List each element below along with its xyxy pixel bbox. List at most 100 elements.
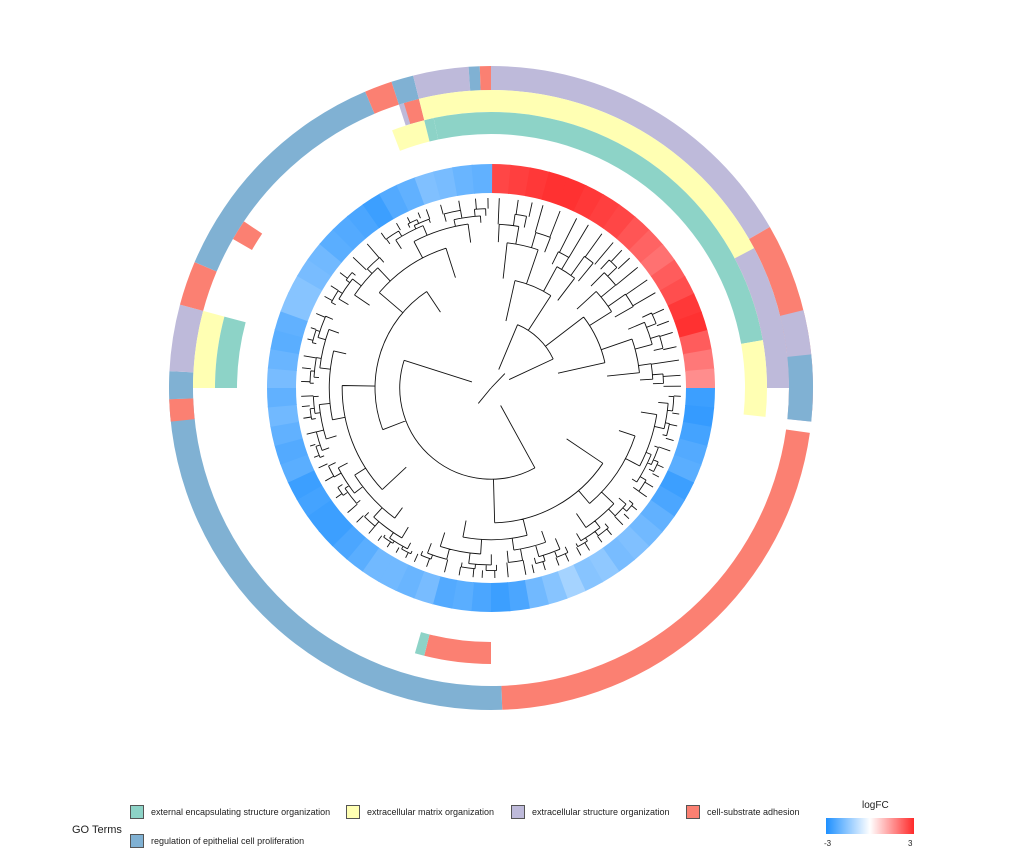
logfc-cell [267, 367, 297, 388]
logfc-cell [682, 404, 715, 429]
logfc-cell [450, 579, 475, 612]
logfc-cell [296, 484, 332, 517]
logfc-cell [650, 485, 685, 518]
go-segment-extracellular-structure-organization [491, 66, 770, 239]
go-segment-cell-substrate-adhesion [403, 98, 425, 125]
circular-heatmap-chart [168, 66, 814, 710]
logfc-min-label: -3 [824, 839, 832, 848]
logfc-cell [557, 177, 587, 212]
logfc-heatmap-ring [267, 163, 715, 612]
legend-swatch [346, 805, 360, 819]
logfc-cell [270, 420, 303, 446]
logfc-cell [572, 556, 603, 592]
logfc-cell [667, 454, 702, 484]
logfc-cell [639, 499, 675, 533]
legend-item-external-encapsulating: external encapsulating structure organiz… [130, 805, 330, 819]
go-segment-regulation-of-epithelial-cell-proliferation [169, 398, 503, 710]
logfc-cell [659, 470, 695, 502]
logfc-cell [287, 274, 323, 306]
logfc-cell [274, 437, 308, 465]
logfc-scale-title: logFC [862, 800, 889, 811]
go-segment-regulation-of-epithelial-cell-proliferation [787, 354, 813, 422]
logfc-cell [628, 229, 664, 264]
legend-label: extracellular structure organization [532, 807, 670, 817]
go-segment-external-encapsulating-structure-organization [215, 316, 246, 388]
logfc-cell [523, 576, 549, 609]
logfc-cell [650, 259, 686, 292]
go-segment-extracellular-structure-organization [169, 304, 204, 373]
logfc-cell [331, 525, 366, 560]
logfc-cell [361, 547, 394, 582]
go-segment-cell-substrate-adhesion [179, 262, 217, 311]
dendrogram-branches [301, 198, 681, 578]
go-segment-cell-substrate-adhesion [424, 634, 491, 664]
legend-item-epithelial-proliferation: regulation of epithelial cell proliferat… [130, 834, 304, 848]
legend-label: extracellular matrix organization [367, 807, 495, 817]
logfc-cell [685, 368, 715, 390]
legend-label: external encapsulating structure organiz… [151, 807, 331, 817]
go-segment-regulation-of-epithelial-cell-proliferation [468, 66, 481, 91]
logfc-cell [588, 194, 621, 229]
logfc-cell [540, 571, 568, 605]
logfc-cell [379, 184, 410, 220]
logfc-cell [297, 258, 332, 291]
go-segment-external-encapsulating-structure-organization [491, 112, 763, 344]
go-segment-extracellular-matrix-organization [418, 90, 491, 121]
go-segment-cell-substrate-adhesion [501, 429, 810, 710]
go-segment-extracellular-matrix-organization [392, 120, 430, 151]
logfc-cell [470, 582, 491, 612]
legend-swatch [130, 805, 144, 819]
go-segment-regulation-of-epithelial-cell-proliferation [168, 371, 194, 400]
go-segment-external-encapsulating-structure-organization [414, 632, 430, 656]
go-segment-cell-substrate-adhesion [479, 66, 491, 91]
logfc-cell [267, 347, 300, 372]
logfc-cell [332, 215, 367, 251]
logfc-cell [287, 469, 323, 500]
go-segment-extracellular-structure-organization [413, 66, 471, 99]
legend-item-extracellular-matrix: extracellular matrix organization [346, 805, 494, 819]
go-segment-cell-substrate-adhesion [365, 81, 399, 114]
go-segment-external-encapsulating-structure-organization [424, 118, 439, 142]
logfc-cell [683, 349, 715, 373]
dendrogram [301, 198, 681, 578]
go-segment-extracellular-matrix-organization [741, 340, 767, 417]
logfc-cell [414, 171, 442, 205]
logfc-cell [452, 164, 476, 196]
legend-item-cell-substrate-adhesion: cell-substrate adhesion [686, 805, 800, 819]
logfc-cell [685, 388, 715, 409]
logfc-cell [347, 203, 380, 239]
go-segment-extracellular-matrix-organization [193, 310, 225, 388]
logfc-cell [395, 564, 425, 599]
logfc-max-label: 3 [908, 839, 913, 848]
logfc-cell [628, 513, 663, 548]
legend-swatch [686, 805, 700, 819]
logfc-cell [267, 403, 299, 427]
logfc-cell [319, 228, 354, 263]
logfc-color-scale: logFC -3 3 [824, 800, 916, 850]
logfc-cell [377, 556, 409, 592]
logfc-cell [307, 243, 343, 277]
logfc-cell [346, 536, 380, 572]
logfc-cell [506, 580, 530, 612]
legend-label: regulation of epithelial cell proliferat… [151, 836, 305, 846]
logfc-cell [673, 438, 708, 466]
logfc-cell [615, 525, 650, 561]
logfc-cell [306, 499, 342, 532]
legend-label: cell-substrate adhesion [707, 807, 800, 817]
logfc-cell [541, 171, 569, 206]
logfc-cell [573, 184, 605, 220]
logfc-cell [616, 216, 651, 251]
legend-item-extracellular-structure: extracellular structure organization [511, 805, 670, 819]
go-segment-external-encapsulating-structure-organization [433, 112, 491, 140]
logfc-cell [274, 310, 309, 338]
logfc-cell [280, 292, 315, 322]
go-segment-regulation-of-epithelial-cell-proliferation [391, 75, 419, 105]
logfc-cell [602, 537, 635, 573]
go-segment-cell-substrate-adhesion [232, 221, 263, 250]
go-segment-extracellular-structure-organization [734, 248, 789, 388]
logfc-cell [587, 547, 620, 583]
logfc-cell [679, 330, 712, 356]
go-segment-regulation-of-epithelial-cell-proliferation [194, 91, 375, 272]
legend-swatch [511, 805, 525, 819]
logfc-cell [267, 386, 297, 408]
